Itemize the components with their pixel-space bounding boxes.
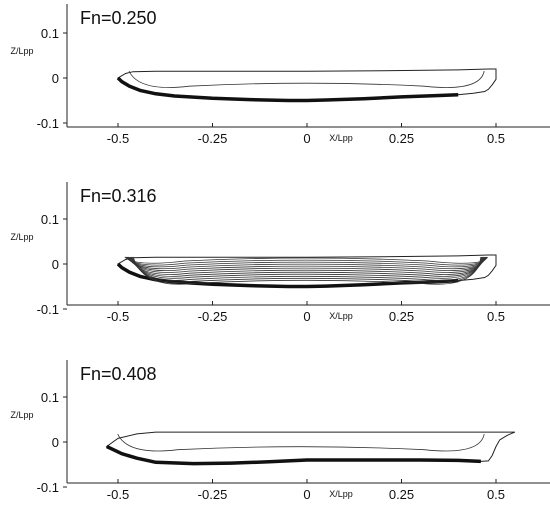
x-tick-label: 0.5 <box>487 487 505 502</box>
y-tick-label: 0 <box>52 257 59 272</box>
y-axis-label: Z/Lpp <box>10 410 33 420</box>
x-tick-label: -0.25 <box>198 487 228 502</box>
keel-contour <box>118 78 458 101</box>
y-tick-label: 0 <box>52 71 59 86</box>
chart-title: Fn=0.316 <box>80 186 157 206</box>
chart-title: Fn=0.250 <box>80 8 157 28</box>
chart-panel-3: 0.1 0 -0.1 -0.5 -0.25 0 0.25 0.5 Z/Lpp X/Lpp Fn=0.… <box>10 360 550 502</box>
wave-contour <box>126 257 486 267</box>
x-tick-label: 0.25 <box>389 131 414 146</box>
y-tick-label: 0 <box>52 435 59 450</box>
chart-panel-1: 0.1 0 -0.1 -0.5 -0.25 0 0.25 0.5 Z/Lpp X/Lpp Fn=0.… <box>10 4 550 146</box>
wave-contour <box>132 257 482 280</box>
x-tick-label: 0.5 <box>487 309 505 324</box>
x-tick-label: -0.5 <box>107 131 129 146</box>
y-axis-label: Z/Lpp <box>10 232 33 242</box>
x-tick-label: 0.25 <box>389 487 414 502</box>
keel-contour <box>118 264 458 287</box>
y-tick-label: -0.1 <box>37 116 59 131</box>
chart-panel-2: 0.1 0 -0.1 -0.5 -0.25 0 0.25 0.5 Z/Lpp X/Lpp Fn=0.… <box>10 182 550 324</box>
x-axis-label: X/Lpp <box>329 311 353 321</box>
wave-contour <box>127 257 486 269</box>
x-tick-label: -0.5 <box>107 309 129 324</box>
wave-contour <box>118 434 485 451</box>
x-axis-label: X/Lpp <box>329 133 353 143</box>
y-tick-label: -0.1 <box>37 302 59 317</box>
x-tick-label: 0 <box>303 131 310 146</box>
x-tick-label: 0 <box>303 309 310 324</box>
x-tick-label: 0.5 <box>487 131 505 146</box>
x-tick-label: -0.5 <box>107 487 129 502</box>
wave-contour <box>129 71 484 88</box>
y-tick-label: 0.1 <box>41 390 59 405</box>
y-tick-label: -0.1 <box>37 480 59 495</box>
x-tick-label: -0.25 <box>198 309 228 324</box>
x-tick-label: 0 <box>303 487 310 502</box>
chart-title: Fn=0.408 <box>80 364 157 384</box>
y-tick-label: 0.1 <box>41 212 59 227</box>
x-axis-label: X/Lpp <box>329 489 353 499</box>
x-tick-label: -0.25 <box>198 131 228 146</box>
keel-contour <box>107 447 481 464</box>
y-axis-label: Z/Lpp <box>10 46 33 56</box>
x-tick-label: 0.25 <box>389 309 414 324</box>
y-tick-label: 0.1 <box>41 26 59 41</box>
